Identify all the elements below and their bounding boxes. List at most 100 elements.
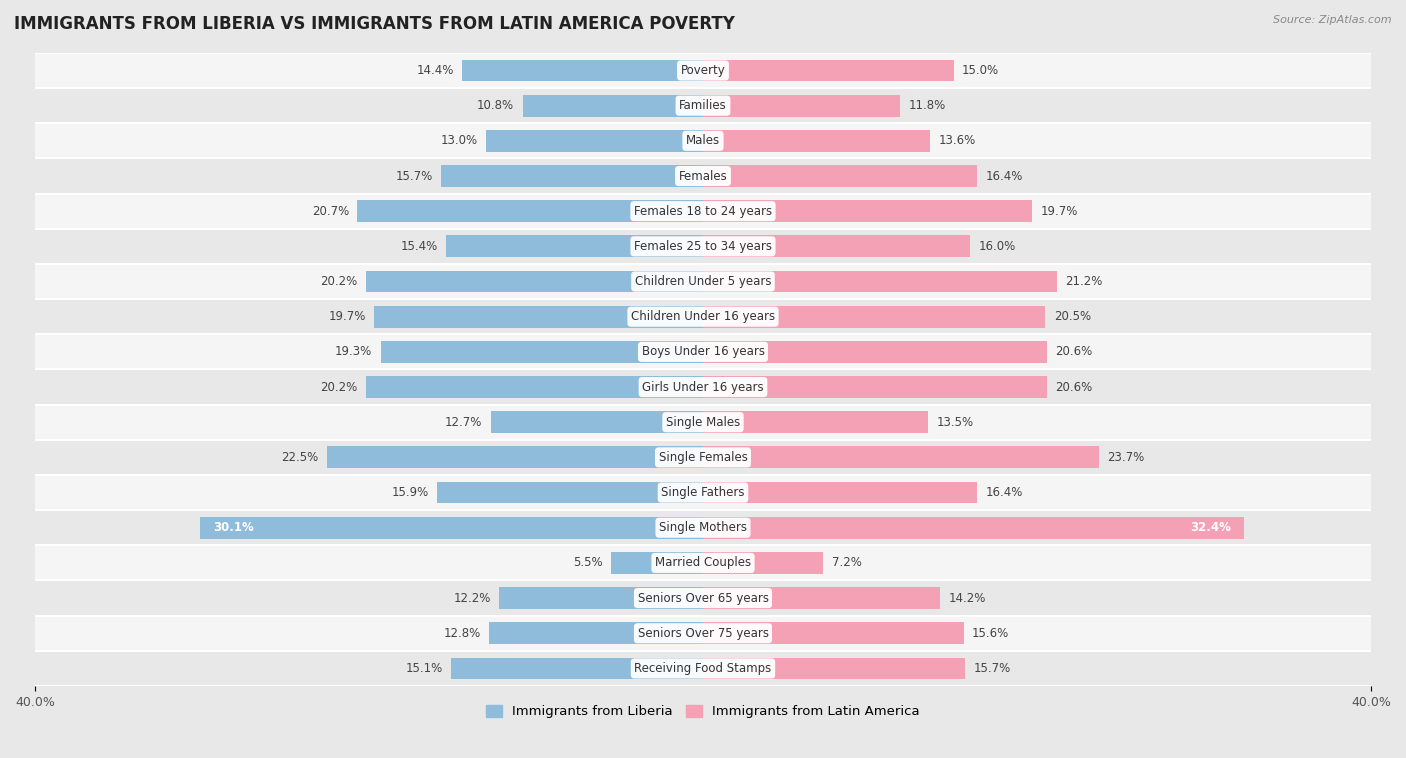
Bar bbox=[703, 130, 931, 152]
Bar bbox=[35, 369, 1371, 405]
Bar bbox=[35, 405, 1371, 440]
Bar bbox=[463, 60, 703, 81]
Bar bbox=[491, 412, 703, 433]
Bar bbox=[35, 510, 1371, 545]
Text: Receiving Food Stamps: Receiving Food Stamps bbox=[634, 662, 772, 675]
Bar bbox=[703, 622, 963, 644]
Text: 15.6%: 15.6% bbox=[972, 627, 1010, 640]
Bar bbox=[381, 341, 703, 363]
Text: 16.4%: 16.4% bbox=[986, 486, 1022, 499]
Bar bbox=[357, 200, 703, 222]
Bar bbox=[703, 552, 824, 574]
Bar bbox=[35, 124, 1371, 158]
Text: 15.0%: 15.0% bbox=[962, 64, 1000, 77]
Text: 15.1%: 15.1% bbox=[405, 662, 443, 675]
Text: 13.0%: 13.0% bbox=[440, 134, 478, 147]
Text: 15.7%: 15.7% bbox=[973, 662, 1011, 675]
Text: Single Fathers: Single Fathers bbox=[661, 486, 745, 499]
Bar bbox=[35, 334, 1371, 369]
Text: 32.4%: 32.4% bbox=[1189, 522, 1230, 534]
Text: 30.1%: 30.1% bbox=[214, 522, 254, 534]
Bar bbox=[703, 446, 1099, 468]
Text: Children Under 5 years: Children Under 5 years bbox=[634, 275, 772, 288]
Text: 20.5%: 20.5% bbox=[1053, 310, 1091, 323]
Bar bbox=[451, 657, 703, 679]
Bar bbox=[489, 622, 703, 644]
Text: 19.7%: 19.7% bbox=[1040, 205, 1078, 218]
Bar bbox=[366, 271, 703, 293]
Text: 22.5%: 22.5% bbox=[281, 451, 319, 464]
Bar bbox=[703, 305, 1046, 327]
Text: Females 25 to 34 years: Females 25 to 34 years bbox=[634, 240, 772, 253]
Text: 7.2%: 7.2% bbox=[831, 556, 862, 569]
Text: 12.7%: 12.7% bbox=[446, 415, 482, 429]
Text: 14.4%: 14.4% bbox=[416, 64, 454, 77]
Bar bbox=[328, 446, 703, 468]
Bar bbox=[703, 341, 1047, 363]
Bar bbox=[437, 481, 703, 503]
Text: 20.6%: 20.6% bbox=[1056, 346, 1092, 359]
Text: 15.7%: 15.7% bbox=[395, 170, 433, 183]
Bar bbox=[703, 200, 1032, 222]
Text: Females: Females bbox=[679, 170, 727, 183]
Text: Source: ZipAtlas.com: Source: ZipAtlas.com bbox=[1274, 15, 1392, 25]
Bar bbox=[200, 517, 703, 539]
Bar bbox=[703, 236, 970, 257]
Bar bbox=[35, 615, 1371, 651]
Bar bbox=[523, 95, 703, 117]
Text: 19.3%: 19.3% bbox=[335, 346, 373, 359]
Bar bbox=[35, 193, 1371, 229]
Bar bbox=[35, 581, 1371, 615]
Text: 12.8%: 12.8% bbox=[444, 627, 481, 640]
Bar bbox=[366, 376, 703, 398]
Text: 10.8%: 10.8% bbox=[477, 99, 515, 112]
Text: 13.5%: 13.5% bbox=[936, 415, 974, 429]
Bar bbox=[703, 481, 977, 503]
Text: Males: Males bbox=[686, 134, 720, 147]
Text: 21.2%: 21.2% bbox=[1066, 275, 1102, 288]
Text: IMMIGRANTS FROM LIBERIA VS IMMIGRANTS FROM LATIN AMERICA POVERTY: IMMIGRANTS FROM LIBERIA VS IMMIGRANTS FR… bbox=[14, 15, 735, 33]
Text: Seniors Over 75 years: Seniors Over 75 years bbox=[637, 627, 769, 640]
Bar bbox=[35, 299, 1371, 334]
Bar bbox=[703, 95, 900, 117]
Text: 23.7%: 23.7% bbox=[1107, 451, 1144, 464]
Bar bbox=[35, 88, 1371, 124]
Text: Married Couples: Married Couples bbox=[655, 556, 751, 569]
Text: 5.5%: 5.5% bbox=[574, 556, 603, 569]
Bar bbox=[499, 587, 703, 609]
Bar bbox=[703, 271, 1057, 293]
Bar bbox=[703, 412, 928, 433]
Bar bbox=[703, 60, 953, 81]
Text: Girls Under 16 years: Girls Under 16 years bbox=[643, 381, 763, 393]
Bar bbox=[374, 305, 703, 327]
Text: Single Mothers: Single Mothers bbox=[659, 522, 747, 534]
Text: 13.6%: 13.6% bbox=[938, 134, 976, 147]
Bar bbox=[441, 165, 703, 187]
Text: Boys Under 16 years: Boys Under 16 years bbox=[641, 346, 765, 359]
Text: 20.2%: 20.2% bbox=[321, 381, 357, 393]
Text: Children Under 16 years: Children Under 16 years bbox=[631, 310, 775, 323]
Bar bbox=[703, 517, 1244, 539]
Bar bbox=[703, 165, 977, 187]
Text: Poverty: Poverty bbox=[681, 64, 725, 77]
Bar bbox=[35, 440, 1371, 475]
Text: 15.9%: 15.9% bbox=[392, 486, 429, 499]
Text: 19.7%: 19.7% bbox=[328, 310, 366, 323]
Text: Single Males: Single Males bbox=[666, 415, 740, 429]
Bar bbox=[703, 376, 1047, 398]
Text: 16.4%: 16.4% bbox=[986, 170, 1022, 183]
Text: 14.2%: 14.2% bbox=[949, 591, 986, 605]
Text: 16.0%: 16.0% bbox=[979, 240, 1015, 253]
Text: Seniors Over 65 years: Seniors Over 65 years bbox=[637, 591, 769, 605]
Text: 20.2%: 20.2% bbox=[321, 275, 357, 288]
Text: 15.4%: 15.4% bbox=[401, 240, 437, 253]
Bar bbox=[446, 236, 703, 257]
Text: 20.7%: 20.7% bbox=[312, 205, 349, 218]
Bar bbox=[35, 229, 1371, 264]
Bar bbox=[612, 552, 703, 574]
Bar bbox=[35, 264, 1371, 299]
Text: Females 18 to 24 years: Females 18 to 24 years bbox=[634, 205, 772, 218]
Bar bbox=[486, 130, 703, 152]
Text: 11.8%: 11.8% bbox=[908, 99, 946, 112]
Bar bbox=[35, 158, 1371, 193]
